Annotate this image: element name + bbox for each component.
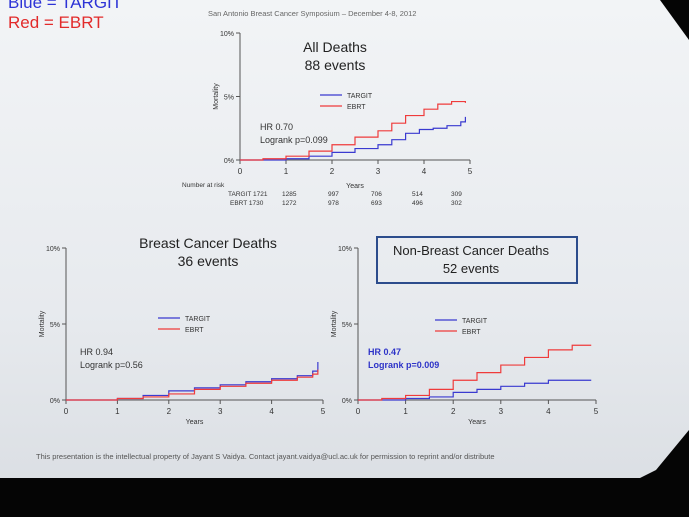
legend-label: EBRT <box>347 104 366 111</box>
risk-cell: 1272 <box>282 200 297 207</box>
risk-cell: 706 <box>371 191 382 198</box>
highlight-box <box>376 236 578 284</box>
risk-cell: 302 <box>451 200 462 207</box>
chart-subtitle: 36 events <box>178 253 239 269</box>
chart-annotation: HR 0.47 <box>368 347 401 357</box>
legend-red-ebrt: Red = EBRT <box>8 13 104 32</box>
risk-row-name: EBRT 1730 <box>230 200 264 207</box>
y-tick-label: 5% <box>50 322 60 329</box>
y-tick-label: 0% <box>50 398 60 405</box>
risk-cell: 309 <box>451 191 462 198</box>
x-tick-label: 3 <box>499 407 504 416</box>
x-tick-label: 3 <box>218 407 223 416</box>
series-line-targit <box>240 116 466 161</box>
x-tick-label: 5 <box>468 167 473 176</box>
risk-cell: 1285 <box>282 191 297 198</box>
x-tick-label: 2 <box>167 407 172 416</box>
x-tick-label: 1 <box>115 407 120 416</box>
chart-title: All Deaths <box>303 39 367 55</box>
series-line-ebrt <box>66 369 319 401</box>
y-axis-label: Mortality <box>331 310 338 337</box>
chart-all-deaths: 0 1 2 3 4 5 0% 5% 10% Years Mortality All Deaths 88 … <box>213 31 473 190</box>
chart-annotation: Logrank p=0.009 <box>368 360 439 370</box>
x-tick-label: 2 <box>451 407 456 416</box>
x-axis-label: Years <box>468 419 486 426</box>
x-tick-label: 2 <box>330 167 335 176</box>
chart-annotation: Logrank p=0.56 <box>80 360 143 370</box>
y-tick-label: 5% <box>224 95 234 102</box>
x-tick-label: 4 <box>422 167 427 176</box>
y-axis-label: Mortality <box>213 83 220 110</box>
x-tick-label: 1 <box>403 407 408 416</box>
color-legend: Blue = TARGIT Red = EBRT <box>8 0 122 33</box>
y-tick-label: 10% <box>338 246 352 253</box>
legend-label: TARGIT <box>462 318 488 325</box>
x-tick-label: 4 <box>546 407 551 416</box>
x-tick-label: 0 <box>238 167 243 176</box>
x-tick-label: 4 <box>269 407 274 416</box>
x-tick-label: 0 <box>64 407 69 416</box>
risk-cell: 693 <box>371 200 382 207</box>
risk-cell: 514 <box>412 191 423 198</box>
x-axis-label: Years <box>346 183 364 190</box>
chart-title: Breast Cancer Deaths <box>139 235 277 251</box>
risk-cell: 978 <box>328 200 339 207</box>
legend-label: TARGIT <box>347 93 373 100</box>
x-tick-label: 5 <box>594 407 599 416</box>
legend-label: EBRT <box>462 329 481 336</box>
chart-non-breast-cancer-deaths: 0 1 2 3 4 5 0% 5% 10% Years Mortality Non-Breast Ca… <box>331 243 599 426</box>
x-tick-label: 1 <box>284 167 289 176</box>
x-tick-label: 5 <box>321 407 326 416</box>
risk-cell: 997 <box>328 191 339 198</box>
x-tick-label: 0 <box>356 407 361 416</box>
risk-cell: 496 <box>412 200 423 207</box>
x-axis-label: Years <box>186 419 204 426</box>
chart-subtitle: 52 events <box>443 261 500 276</box>
copyright-footer: This presentation is the intellectual pr… <box>36 452 495 461</box>
y-tick-label: 10% <box>220 31 234 38</box>
series-line-targit <box>358 379 592 401</box>
chart-subtitle: 88 events <box>305 57 366 73</box>
legend-blue-targit: Blue = TARGIT <box>8 0 123 12</box>
risk-row-name: TARGIT 1721 <box>228 191 268 198</box>
y-tick-label: 5% <box>342 322 352 329</box>
chart-annotation: Logrank p=0.099 <box>260 135 328 145</box>
series-line-ebrt <box>358 344 592 401</box>
risk-table-label: Number at risk <box>182 182 225 189</box>
legend-label: TARGIT <box>185 316 211 323</box>
y-tick-label: 0% <box>342 398 352 405</box>
legend-label: EBRT <box>185 327 204 334</box>
y-tick-label: 0% <box>224 158 234 165</box>
chart-title: Non-Breast Cancer Deaths <box>393 243 550 258</box>
y-axis-label: Mortality <box>39 310 46 337</box>
chart-annotation: HR 0.94 <box>80 347 113 357</box>
series-line-ebrt <box>240 100 466 161</box>
chart-breast-cancer-deaths: 0 1 2 3 4 5 0% 5% 10% Years Mortality Breast Cancer… <box>39 235 326 426</box>
x-tick-label: 3 <box>376 167 381 176</box>
symposium-header: San Antonio Breast Cancer Symposium – De… <box>208 9 417 18</box>
chart-annotation: HR 0.70 <box>260 122 293 132</box>
y-tick-label: 10% <box>46 246 60 253</box>
